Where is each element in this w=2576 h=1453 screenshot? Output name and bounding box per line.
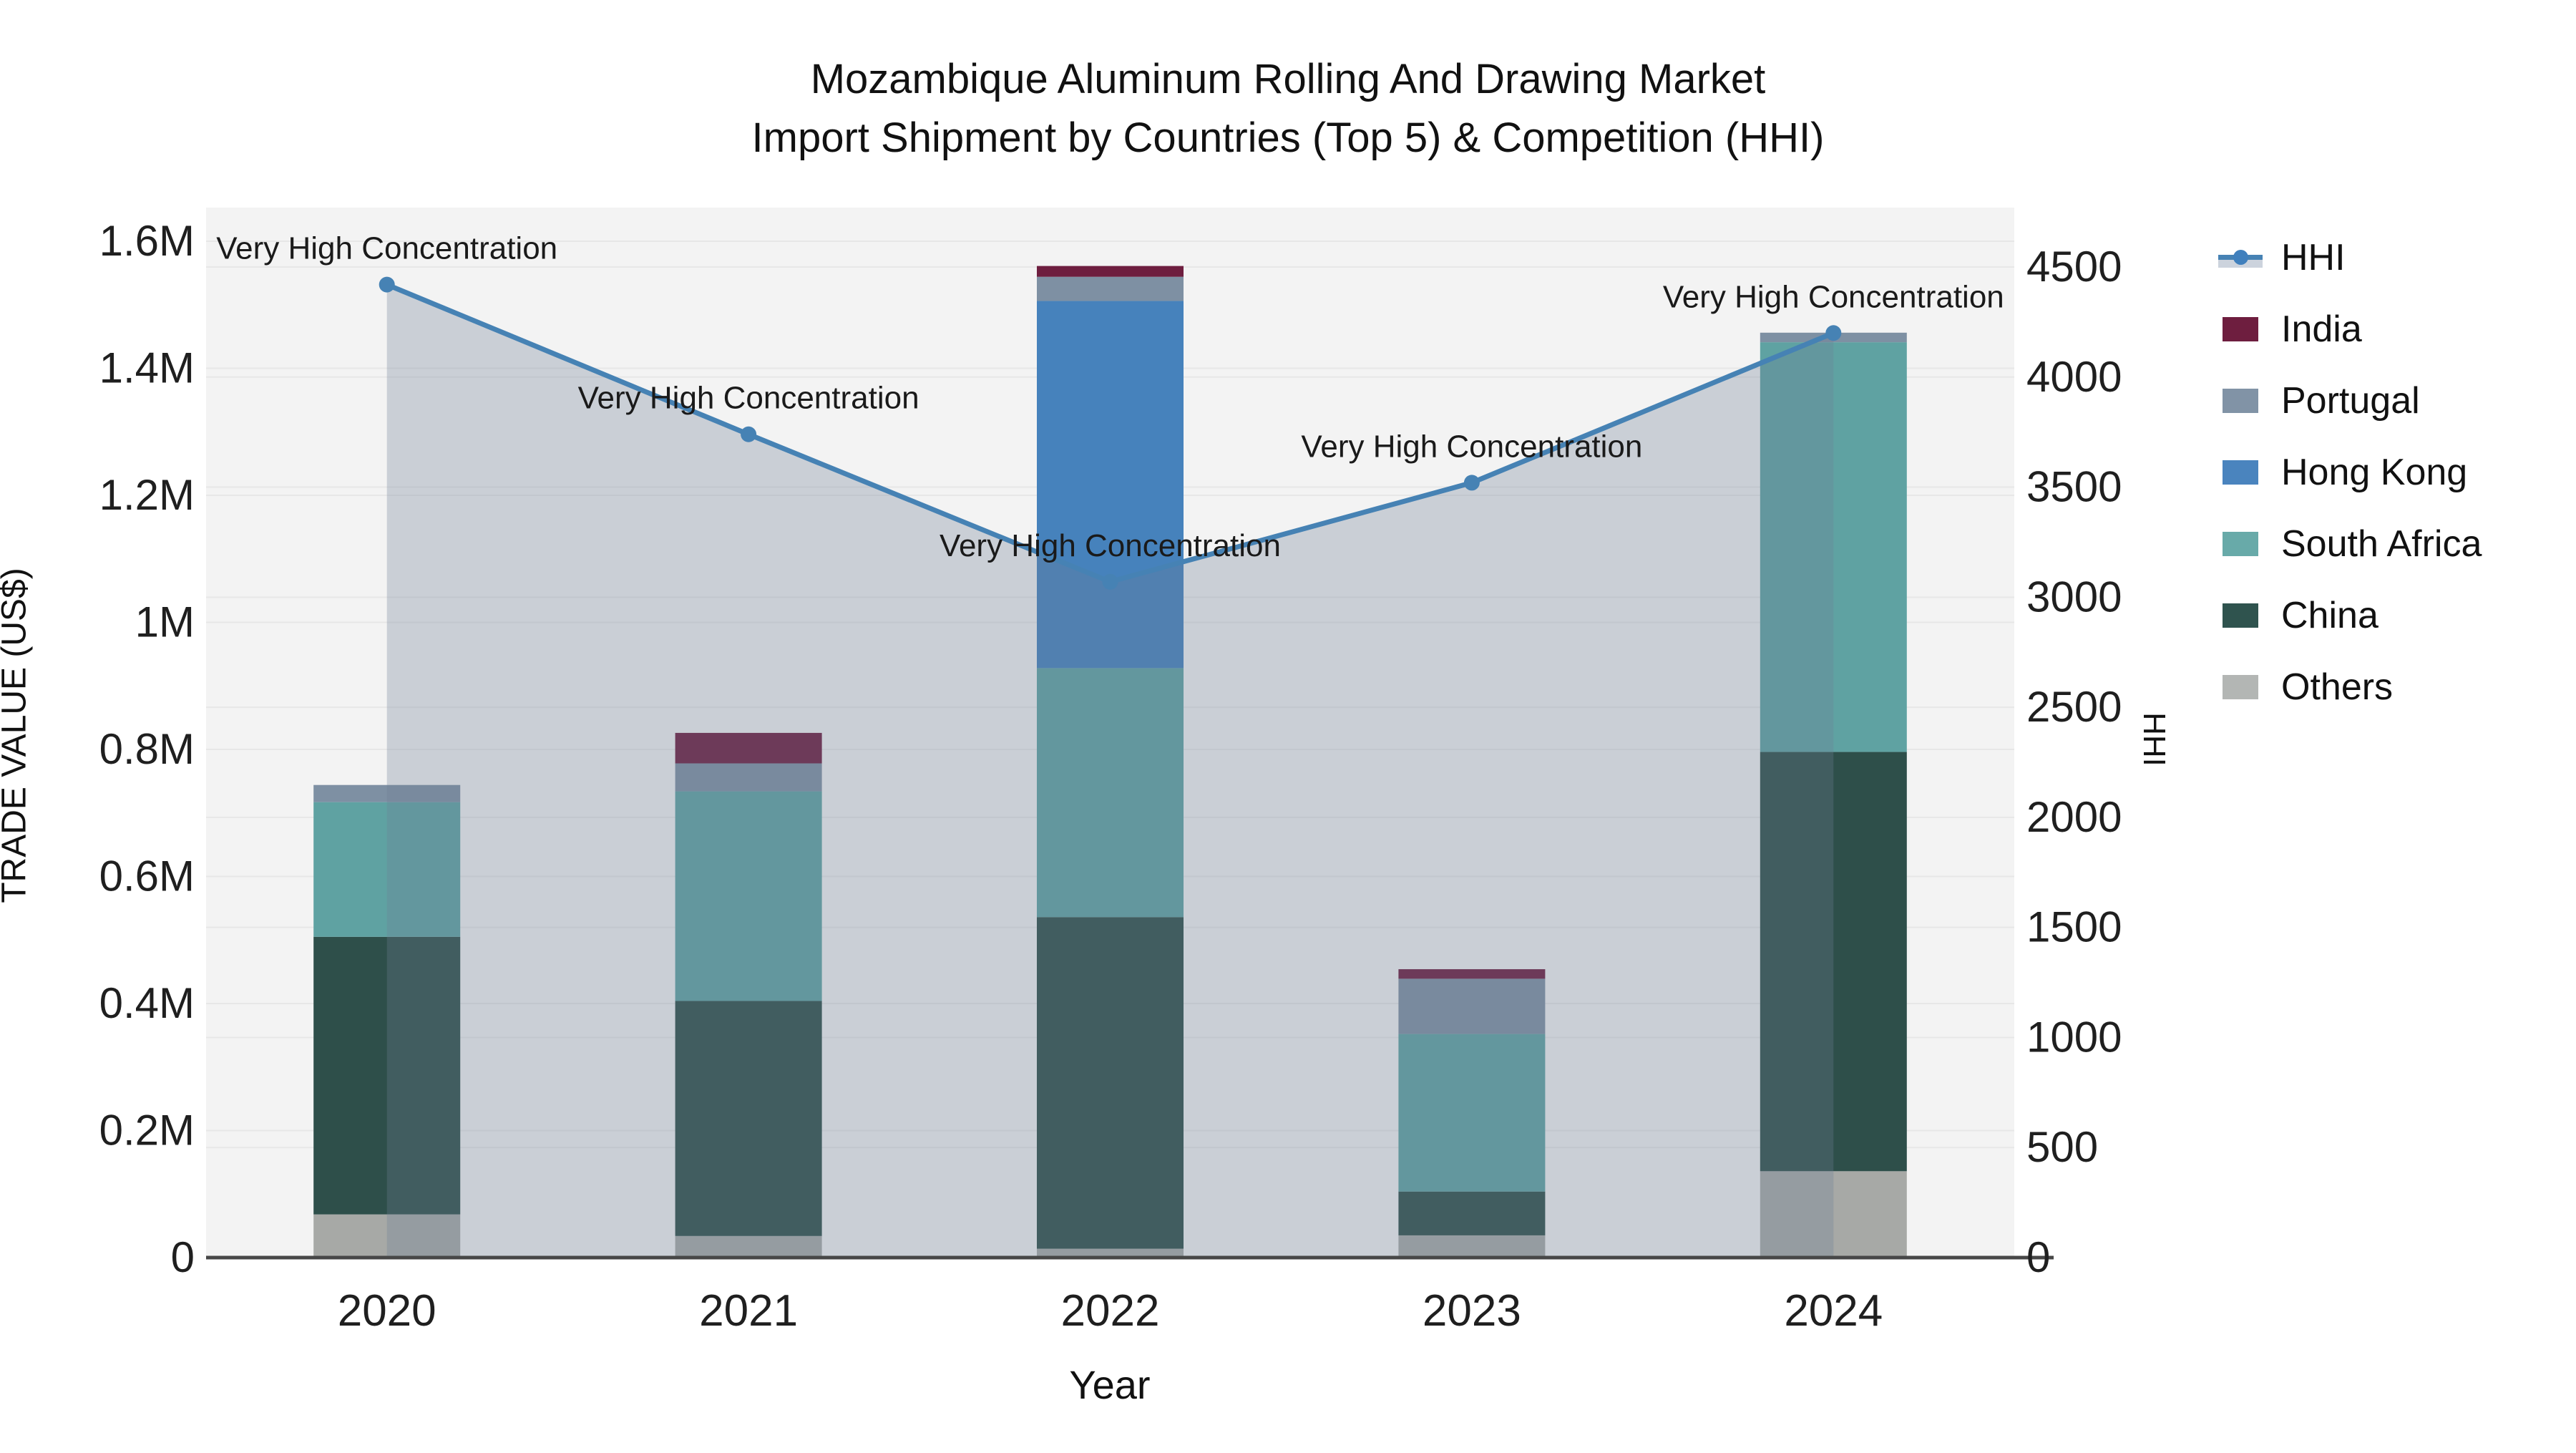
- bar-segment-south-africa-2024[interactable]: [1760, 342, 1907, 752]
- y-left-tick-label: 1.4M: [99, 344, 195, 392]
- y-left-tick-label: 0.8M: [99, 725, 195, 773]
- annotation-2022: Very High Concentration: [940, 528, 1281, 563]
- bar-segment-portugal-2021[interactable]: [675, 763, 822, 792]
- legend-color-box: [2223, 532, 2258, 556]
- bar-segment-india-2022[interactable]: [1037, 266, 1184, 277]
- legend-color-box: [2223, 389, 2258, 413]
- bar-segment-others-2024[interactable]: [1760, 1171, 1907, 1258]
- y-left-tick-label: 0.4M: [99, 979, 195, 1027]
- y-left-tick-label: 1M: [135, 598, 195, 646]
- bar-segment-china-2024[interactable]: [1760, 752, 1907, 1172]
- y-left-tick-label: 1.2M: [99, 471, 195, 519]
- figure-title: Mozambique Aluminum Rolling And Drawing …: [0, 50, 2576, 167]
- legend: HHI India Portugal Hong Kong South Africa Chi…: [2218, 236, 2482, 709]
- bar-segment-india-2021[interactable]: [675, 732, 822, 764]
- legend-label: India: [2281, 308, 2362, 350]
- legend-item-portugal[interactable]: Portugal: [2218, 379, 2482, 422]
- hhi-marker-2020[interactable]: [379, 276, 395, 293]
- legend-label: Others: [2281, 666, 2394, 708]
- legend-label: Portugal: [2281, 380, 2420, 422]
- legend-color-swatch: [2218, 671, 2263, 703]
- bar-segment-south-africa-2020[interactable]: [313, 802, 461, 937]
- y-left-tick-label: 0.6M: [99, 852, 195, 900]
- bar-segment-south-africa-2022[interactable]: [1037, 668, 1184, 918]
- y-right-tick-label: 2500: [2026, 683, 2122, 731]
- legend-item-india[interactable]: India: [2218, 308, 2482, 351]
- figure-title-line1: Mozambique Aluminum Rolling And Drawing …: [810, 56, 1766, 102]
- legend-item-others[interactable]: Others: [2218, 666, 2482, 709]
- hhi-line-sample-icon: [2218, 242, 2263, 273]
- hhi-marker-2024[interactable]: [1825, 325, 1842, 341]
- hhi-marker-2022[interactable]: [1102, 573, 1118, 590]
- figure-title-line2: Import Shipment by Countries (Top 5) & C…: [751, 115, 1825, 161]
- legend-color-swatch: [2218, 528, 2263, 560]
- y-right-axis-title: HHI: [2137, 712, 2172, 767]
- legend-color-box: [2223, 603, 2258, 628]
- x-tick-label-2023: 2023: [1423, 1286, 1521, 1336]
- y-right-tick-label: 3000: [2026, 573, 2122, 621]
- bar-segment-others-2021[interactable]: [675, 1235, 822, 1258]
- bar-segment-others-2022[interactable]: [1037, 1248, 1184, 1258]
- legend-label: China: [2281, 595, 2379, 636]
- y-left-axis-title: TRADE VALUE (US$): [0, 568, 34, 903]
- y-left-tick-label: 0: [171, 1233, 195, 1281]
- bar-segment-india-2023[interactable]: [1398, 969, 1546, 979]
- hhi-marker-2023[interactable]: [1463, 475, 1480, 491]
- legend-label: South Africa: [2281, 523, 2482, 565]
- y-right-tick-label: 1500: [2026, 903, 2122, 951]
- x-tick-label-2021: 2021: [699, 1286, 798, 1336]
- x-tick-label-2020: 2020: [338, 1286, 436, 1336]
- bar-segment-china-2021[interactable]: [675, 1001, 822, 1236]
- bar-segment-others-2020[interactable]: [313, 1214, 461, 1258]
- bar-segment-china-2020[interactable]: [313, 936, 461, 1215]
- bar-segment-others-2023[interactable]: [1398, 1235, 1546, 1258]
- bar-segment-south-africa-2021[interactable]: [675, 791, 822, 1001]
- x-tick-label-2022: 2022: [1061, 1286, 1160, 1336]
- y-right-tick-label: 2000: [2026, 793, 2122, 841]
- y-right-tick-label: 1000: [2026, 1013, 2122, 1061]
- legend-color-swatch: [2218, 457, 2263, 488]
- legend-item-hhi[interactable]: HHI: [2218, 236, 2482, 279]
- y-left-tick-label: 0.2M: [99, 1107, 195, 1155]
- legend-color-box: [2223, 675, 2258, 699]
- hhi-sample-dot: [2233, 250, 2248, 265]
- annotation-2024: Very High Concentration: [1663, 279, 2004, 314]
- hhi-marker-2021[interactable]: [741, 426, 757, 442]
- bar-segment-hong-kong-2022[interactable]: [1037, 301, 1184, 669]
- annotation-2023: Very High Concentration: [1301, 429, 1642, 464]
- legend-item-china[interactable]: China: [2218, 594, 2482, 637]
- legend-color-box: [2223, 460, 2258, 485]
- y-right-tick-label: 0: [2026, 1233, 2050, 1281]
- legend-color-swatch: [2218, 385, 2263, 417]
- x-tick-label-2024: 2024: [1784, 1286, 1883, 1336]
- y-left-tick-label: 1.6M: [99, 217, 195, 265]
- legend-item-hong-kong[interactable]: Hong Kong: [2218, 451, 2482, 494]
- hhi-area-fill: [386, 284, 1834, 1258]
- bar-segment-portugal-2023[interactable]: [1398, 978, 1546, 1034]
- bar-segment-china-2023[interactable]: [1398, 1191, 1546, 1235]
- legend-label: HHI: [2281, 237, 2346, 278]
- legend-color-box: [2223, 317, 2258, 341]
- bar-segment-portugal-2020[interactable]: [313, 784, 461, 802]
- legend-color-swatch: [2218, 600, 2263, 631]
- y-right-tick-label: 500: [2026, 1123, 2098, 1171]
- annotation-2021: Very High Concentration: [578, 381, 919, 416]
- annotation-2020: Very High Concentration: [216, 231, 557, 266]
- legend-item-south-africa[interactable]: South Africa: [2218, 523, 2482, 565]
- y-right-tick-label: 4500: [2026, 243, 2122, 291]
- legend-label: Hong Kong: [2281, 452, 2468, 493]
- x-axis-title: Year: [1069, 1362, 1151, 1407]
- bar-segment-portugal-2022[interactable]: [1037, 276, 1184, 301]
- y-right-tick-label: 4000: [2026, 353, 2122, 401]
- legend-color-swatch: [2218, 314, 2263, 345]
- bar-segment-south-africa-2023[interactable]: [1398, 1034, 1546, 1192]
- y-right-tick-label: 3500: [2026, 463, 2122, 511]
- bar-segment-china-2022[interactable]: [1037, 917, 1184, 1249]
